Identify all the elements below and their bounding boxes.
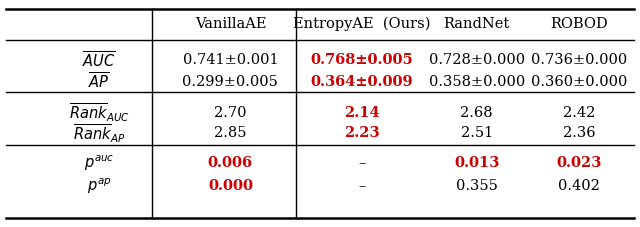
Text: 0.355: 0.355 bbox=[456, 178, 498, 192]
Text: ROBOD: ROBOD bbox=[550, 17, 608, 31]
Text: 2.85: 2.85 bbox=[214, 126, 246, 140]
Text: 0.013: 0.013 bbox=[454, 155, 499, 169]
Text: 2.23: 2.23 bbox=[344, 126, 380, 140]
Text: 0.360±0.000: 0.360±0.000 bbox=[531, 75, 627, 89]
Text: 0.741±0.001: 0.741±0.001 bbox=[182, 53, 278, 67]
Text: 0.358±0.000: 0.358±0.000 bbox=[429, 75, 525, 89]
Text: $\overline{Rank}_{AP}$: $\overline{Rank}_{AP}$ bbox=[73, 122, 125, 144]
Text: 0.768±0.005: 0.768±0.005 bbox=[310, 53, 413, 67]
Text: $p^{ap}$: $p^{ap}$ bbox=[87, 175, 111, 195]
Text: 0.006: 0.006 bbox=[208, 155, 253, 169]
Text: 2.70: 2.70 bbox=[214, 105, 246, 119]
Text: 0.364±0.009: 0.364±0.009 bbox=[310, 75, 413, 89]
Text: 0.299±0.005: 0.299±0.005 bbox=[182, 75, 278, 89]
Text: RandNet: RandNet bbox=[444, 17, 510, 31]
Text: $p^{auc}$: $p^{auc}$ bbox=[84, 153, 115, 172]
Text: 2.36: 2.36 bbox=[563, 126, 595, 140]
Text: EntropyAE  (Ours): EntropyAE (Ours) bbox=[293, 17, 430, 31]
Text: 0.000: 0.000 bbox=[208, 178, 253, 192]
Text: 0.023: 0.023 bbox=[557, 155, 602, 169]
Text: $\overline{Rank}_{AUC}$: $\overline{Rank}_{AUC}$ bbox=[69, 101, 129, 123]
Text: 0.736±0.000: 0.736±0.000 bbox=[531, 53, 627, 67]
Text: 2.42: 2.42 bbox=[563, 105, 595, 119]
Text: 2.51: 2.51 bbox=[461, 126, 493, 140]
Text: 0.402: 0.402 bbox=[558, 178, 600, 192]
Text: 0.728±0.000: 0.728±0.000 bbox=[429, 53, 525, 67]
Text: VanillaAE: VanillaAE bbox=[195, 17, 266, 31]
Text: –: – bbox=[358, 178, 365, 192]
Text: 2.14: 2.14 bbox=[344, 105, 380, 119]
Text: –: – bbox=[358, 155, 365, 169]
Text: 2.68: 2.68 bbox=[461, 105, 493, 119]
Text: $\overline{AUC}$: $\overline{AUC}$ bbox=[83, 50, 116, 70]
Text: $\overline{AP}$: $\overline{AP}$ bbox=[88, 72, 110, 92]
